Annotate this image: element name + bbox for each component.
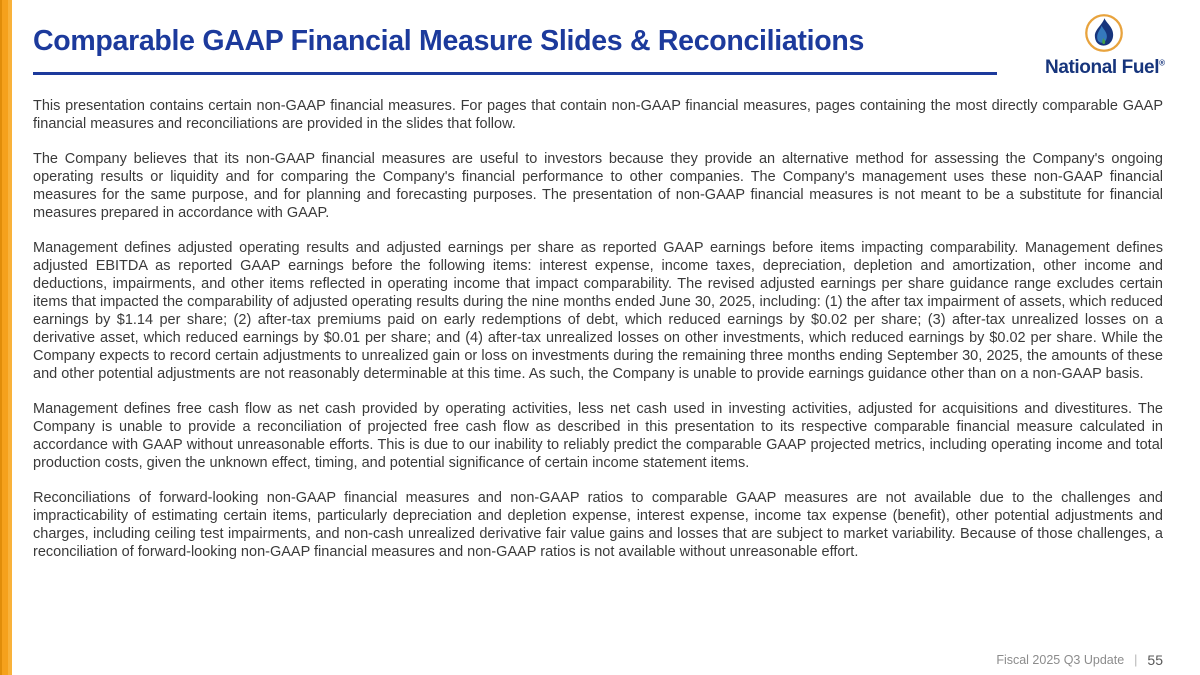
page-title: Comparable GAAP Financial Measure Slides… xyxy=(33,25,864,57)
flame-drop-icon xyxy=(1085,14,1123,52)
footer-separator: | xyxy=(1134,653,1138,667)
footer-label: Fiscal 2025 Q3 Update xyxy=(996,653,1125,667)
logo-brand-text: National Fuel® xyxy=(1045,57,1165,78)
registered-mark: ® xyxy=(1159,58,1165,68)
page-number: 55 xyxy=(1147,652,1163,668)
body-paragraph: Management defines adjusted operating re… xyxy=(33,240,1163,382)
body-text: This presentation contains certain non-G… xyxy=(33,97,1163,561)
body-paragraph: Management defines free cash flow as net… xyxy=(33,401,1163,471)
slide-header: Comparable GAAP Financial Measure Slides… xyxy=(33,0,1165,79)
national-fuel-logo: National Fuel® xyxy=(1045,0,1165,79)
body-paragraph: The Company believes that its non-GAAP f… xyxy=(33,151,1163,221)
body-paragraph: Reconciliations of forward-looking non-G… xyxy=(33,490,1163,560)
title-rule xyxy=(33,72,997,76)
title-block: Comparable GAAP Financial Measure Slides… xyxy=(33,0,997,76)
slide-footer: Fiscal 2025 Q3 Update | 55 xyxy=(996,652,1163,668)
left-accent-bar xyxy=(0,0,12,675)
body-paragraph: This presentation contains certain non-G… xyxy=(33,98,1163,132)
slide-content: Comparable GAAP Financial Measure Slides… xyxy=(33,0,1165,578)
